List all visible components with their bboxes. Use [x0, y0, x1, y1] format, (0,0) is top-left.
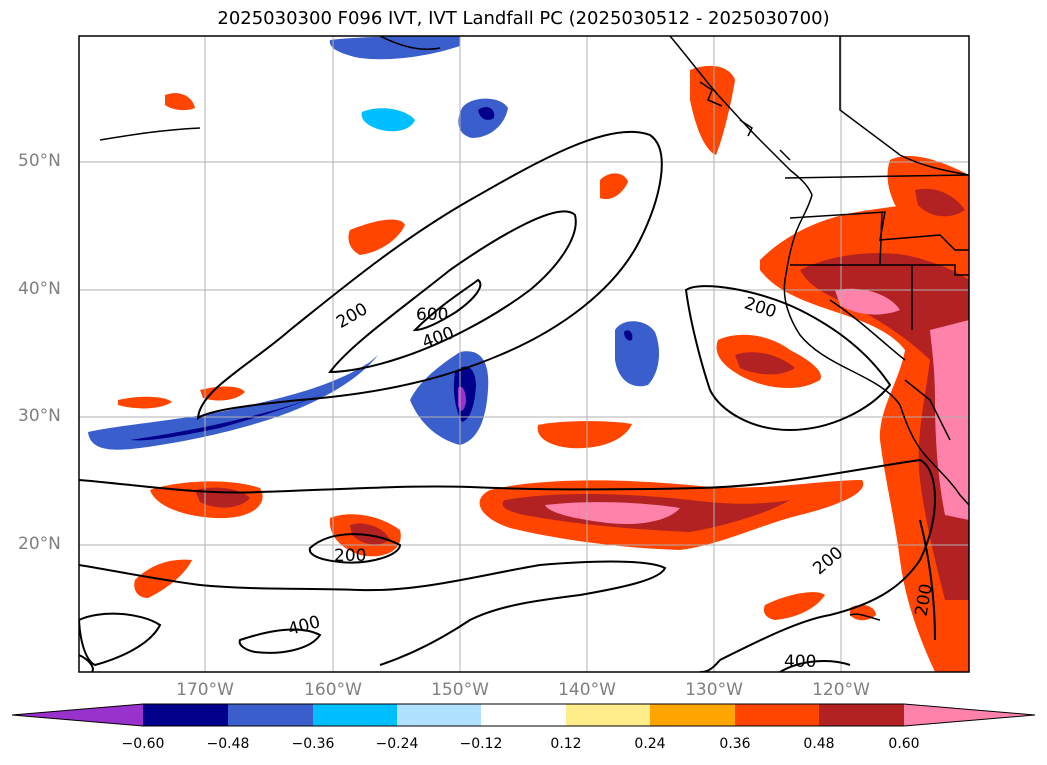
lat-label-50n: 50°N	[18, 151, 61, 171]
colorbar-segment	[143, 704, 228, 726]
colorbar-tick-label: −0.36	[291, 736, 335, 752]
lat-label-20n: 20°N	[18, 534, 61, 554]
lon-label-140w: 140°W	[558, 680, 616, 700]
colorbar-tick-label: 0.48	[803, 736, 835, 752]
colorbar-tick-label: 0.36	[719, 736, 751, 752]
negative-anomaly-fields	[88, 36, 660, 450]
ivt-contours	[79, 130, 936, 672]
colorbar	[11, 703, 1036, 727]
colorbar-segment	[819, 704, 904, 726]
colorbar-segment	[650, 704, 735, 726]
lat-label-30n: 30°N	[18, 406, 61, 426]
map-title: 2025030300 F096 IVT, IVT Landfall PC (20…	[217, 8, 830, 29]
lat-label-40n: 40°N	[18, 279, 61, 299]
lon-label-150w: 150°W	[431, 680, 489, 700]
colorbar-tick-label: −0.48	[206, 736, 250, 752]
colorbar-segment	[313, 704, 397, 726]
colorbar-segment	[481, 704, 566, 726]
colorbar-segment	[397, 704, 481, 726]
colorbar-tick-label: 0.12	[550, 736, 582, 752]
lon-label-120w: 120°W	[812, 680, 870, 700]
colorbar-segment	[735, 704, 819, 726]
lon-label-170w: 170°W	[176, 680, 234, 700]
colorbar-extend-low	[12, 704, 143, 726]
map-frame	[78, 35, 970, 673]
map-area	[79, 36, 969, 672]
graticule	[79, 36, 969, 672]
lon-label-130w: 130°W	[685, 680, 743, 700]
colorbar-segment	[228, 704, 313, 726]
colorbar-tick-label: −0.60	[121, 736, 165, 752]
colorbar-tick-label: −0.24	[375, 736, 419, 752]
colorbar-tick-label: 0.60	[888, 736, 920, 752]
contour-label: 600	[416, 305, 449, 325]
colorbar-extend-high	[904, 704, 1035, 726]
contour-label: 200	[334, 546, 367, 566]
colorbar-segment	[566, 704, 650, 726]
colorbar-tick-label: −0.12	[459, 736, 503, 752]
coastline	[99, 36, 969, 621]
contour-label: 400	[784, 652, 817, 672]
colorbar-tick-label: 0.24	[634, 736, 666, 752]
lon-label-160w: 160°W	[304, 680, 362, 700]
